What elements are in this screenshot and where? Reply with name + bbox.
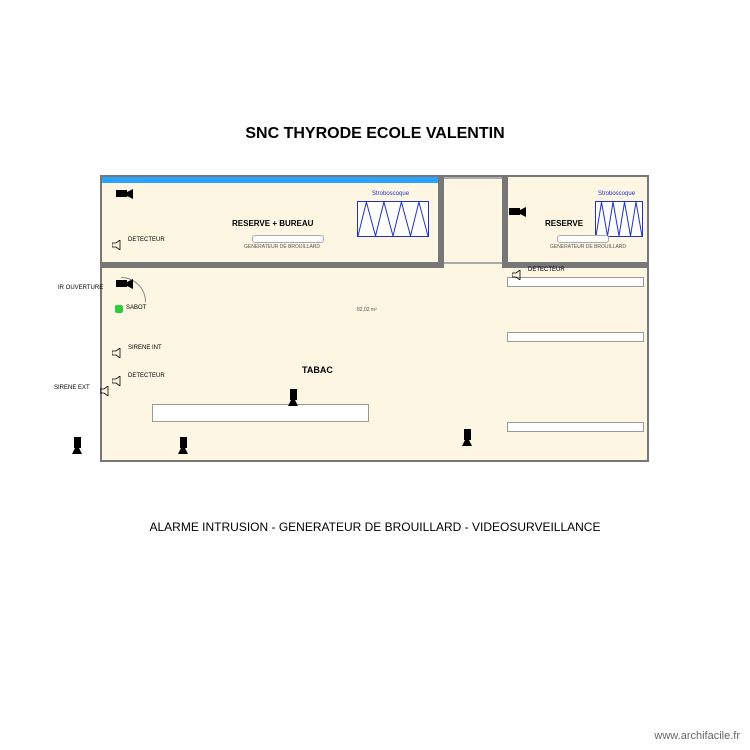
wall-thin (444, 262, 502, 264)
room-tabac-label: TABAC (302, 365, 333, 375)
fog-generator-label: GENERATEUR DE BROUILLARD (550, 244, 626, 250)
ir-ouverture-label: IR OUVERTURE (58, 285, 103, 291)
stroboscope-label: Stroboscoque (372, 191, 409, 197)
detector-icon (112, 237, 124, 255)
counter (507, 277, 644, 287)
camera-icon (172, 437, 190, 455)
wall (502, 177, 508, 268)
siren-icon (112, 345, 124, 363)
siren-ext-icon (100, 383, 112, 401)
stroboscope-label: Stroboscoque (598, 191, 635, 197)
camera-icon (509, 205, 527, 223)
wall-thin (444, 177, 502, 179)
fog-generator-icon (557, 235, 609, 243)
wall (102, 262, 444, 268)
room-reserve-label: RESERVE (545, 219, 583, 228)
sirene-ext-label: SIRENE EXT (54, 385, 90, 391)
floor-plan: RESERVE + BUREAU RESERVE TABAC CAISSE PM… (100, 175, 649, 462)
camera-icon (66, 437, 84, 455)
detector-icon (112, 373, 124, 391)
watermark: www.archifacile.fr (654, 730, 740, 742)
stroboscope-icon (595, 201, 643, 237)
detector-icon (512, 267, 524, 285)
camera-icon (116, 277, 134, 295)
detector-label: DETECTEUR (128, 237, 165, 243)
area-label: 82,02 m² (357, 307, 377, 313)
stroboscope-icon (357, 201, 429, 237)
siren-label: SIRENE INT (128, 345, 162, 351)
camera-icon (116, 187, 134, 205)
camera-icon (282, 389, 300, 407)
page-subtitle: ALARME INTRUSION - GENERATEUR DE BROUILL… (0, 520, 750, 534)
wall (438, 177, 444, 268)
counter (152, 404, 369, 422)
fog-generator-label: GENERATEUR DE BROUILLARD (244, 244, 320, 250)
fog-generator-icon (252, 235, 324, 243)
detector-label: DETECTEUR (528, 267, 565, 273)
page: SNC THYRODE ECOLE VALENTIN ALARME INTRUS… (0, 0, 750, 750)
camera-icon (456, 429, 474, 447)
detector-label: DETECTEUR (128, 373, 165, 379)
room-reserve-bureau-label: RESERVE + BUREAU (232, 219, 313, 228)
counter (507, 422, 644, 432)
sabot-icon (115, 305, 123, 313)
sabot-label: SABOT (126, 305, 146, 311)
page-title: SNC THYRODE ECOLE VALENTIN (0, 125, 750, 143)
window-strip (102, 177, 442, 183)
counter (507, 332, 644, 342)
